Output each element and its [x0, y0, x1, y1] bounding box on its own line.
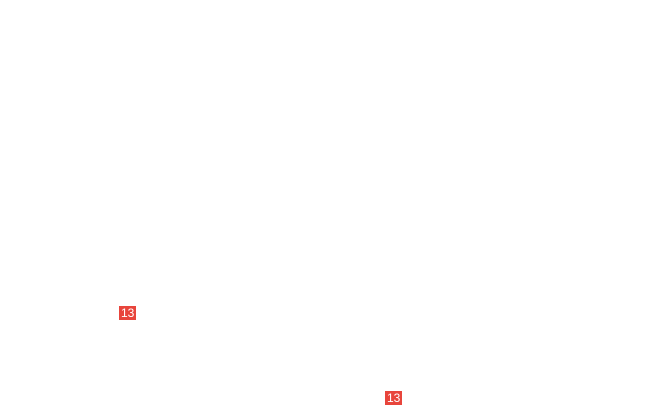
count-badge[interactable]: 13: [119, 306, 137, 320]
count-badge[interactable]: 13: [385, 391, 403, 405]
